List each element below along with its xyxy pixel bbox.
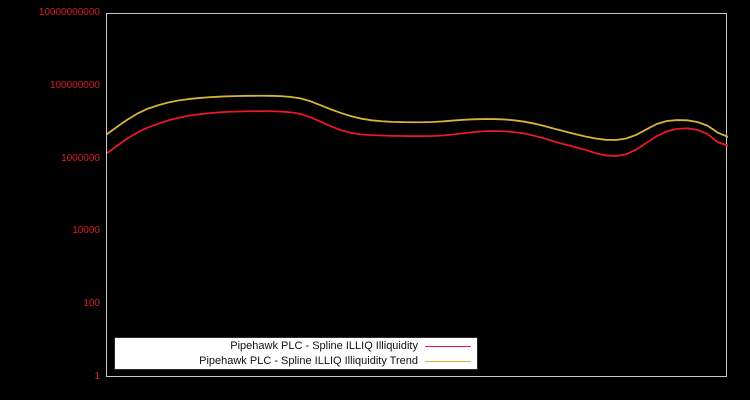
y-axis-tick-label: 1000000 [61, 152, 100, 164]
y-axis-tick-label: 10000000000 [38, 7, 100, 18]
series-line-trend [107, 94, 728, 141]
y-axis-tick-label: 1 [94, 371, 100, 382]
plot-area [106, 13, 728, 377]
y-axis-tick-label: 100 [83, 298, 100, 310]
series-line-illiquidity [107, 110, 728, 157]
series-canvas [107, 94, 728, 157]
legend-entry-illiquidity: Pipehawk PLC - Spline ILLIQ Illiquidity [115, 339, 471, 354]
legend-entry-trend: Pipehawk PLC - Spline ILLIQ Illiquidity … [115, 354, 471, 369]
legend-label: Pipehawk PLC - Spline ILLIQ Illiquidity … [199, 354, 418, 367]
y-axis-tick-label: 100000000 [49, 79, 100, 91]
legend-color-swatch [425, 360, 471, 362]
legend-color-swatch [425, 345, 471, 347]
y-axis: 10000000000 100000000 1000000 10000 100 … [0, 0, 104, 400]
legend-label: Pipehawk PLC - Spline ILLIQ Illiquidity [230, 339, 418, 352]
y-axis-tick-label: 10000 [72, 225, 100, 237]
legend: Pipehawk PLC - Spline ILLIQ Illiquidity … [114, 337, 478, 370]
